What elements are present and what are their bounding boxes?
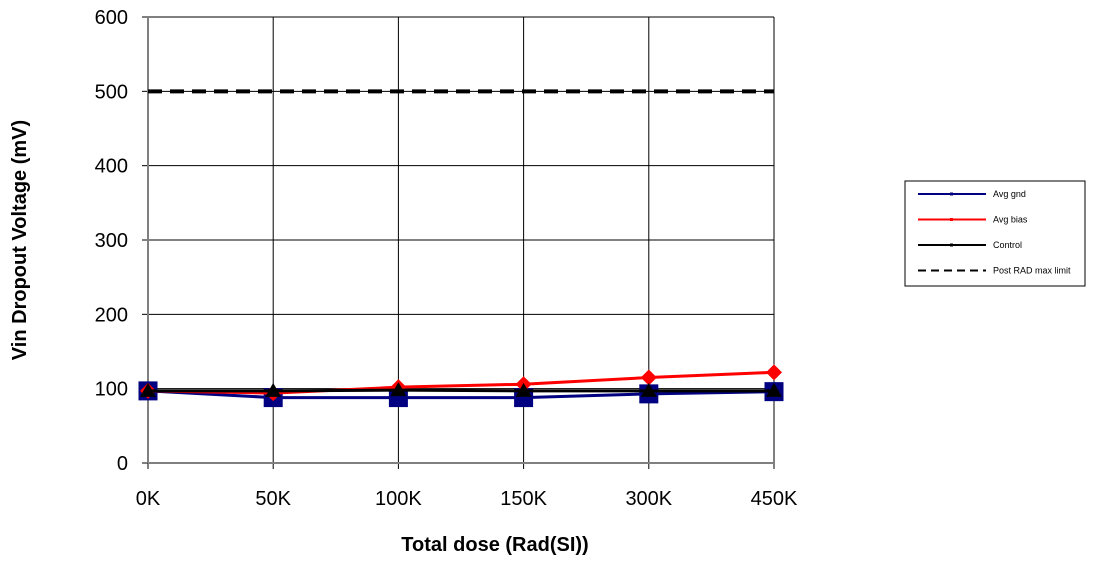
data-point-triangle	[140, 382, 156, 397]
legend-item: Avg bias	[918, 215, 1028, 225]
legend-item: Control	[918, 240, 1022, 250]
legend-label: Post RAD max limit	[993, 266, 1071, 276]
series-line	[147, 389, 775, 400]
x-axis-title: Total dose (Rad(SI))	[401, 534, 588, 556]
x-tick-label: 100K	[375, 488, 422, 510]
series-control	[140, 382, 782, 397]
y-axis-title: Vin Dropout Voltage (mV)	[9, 120, 31, 360]
series-line	[147, 370, 775, 395]
y-tick-label: 400	[95, 156, 128, 178]
data-point-diamond	[640, 369, 657, 386]
y-tick-label: 0	[117, 453, 128, 475]
y-tick-label: 500	[95, 81, 128, 103]
y-tick-label: 200	[95, 304, 128, 326]
x-tick-label: 300K	[625, 488, 672, 510]
labels: Total dose (Rad(SI)) Vin Dropout Voltage…	[9, 120, 589, 556]
legend-marker	[950, 243, 953, 247]
x-tick-label: 50K	[255, 488, 291, 510]
data-point-triangle	[766, 382, 782, 397]
y-tick-label: 600	[95, 7, 128, 29]
legend-item: Post RAD max limit	[918, 266, 1071, 276]
x-tick-label: 150K	[500, 488, 547, 510]
legend-label: Control	[993, 240, 1022, 250]
x-tick-label: 0K	[136, 488, 161, 510]
legend-item: Avg gnd	[918, 189, 1026, 199]
data-point-triangle	[515, 382, 532, 397]
legend: Avg gnd Avg bias Control Post RAD max limit	[904, 180, 1086, 287]
data-point-diamond	[766, 364, 782, 381]
y-tick-label: 300	[95, 230, 128, 252]
axes: 0 100 200 300 400 500 600 0K 50K 100K 150K 300K 450K	[95, 7, 798, 510]
series-layer	[138, 89, 784, 408]
data-point-triangle	[265, 382, 282, 397]
y-tick-label: 100	[95, 379, 128, 401]
legend-label: Avg gnd	[993, 189, 1026, 199]
series-line	[148, 388, 774, 393]
legend-label: Avg bias	[993, 215, 1028, 225]
legend-marker	[950, 218, 953, 221]
legend-marker	[950, 192, 953, 196]
x-tick-label: 450K	[751, 488, 798, 510]
legend-box	[904, 180, 1086, 287]
data-point-triangle	[640, 382, 657, 397]
data-point-triangle	[390, 382, 407, 397]
